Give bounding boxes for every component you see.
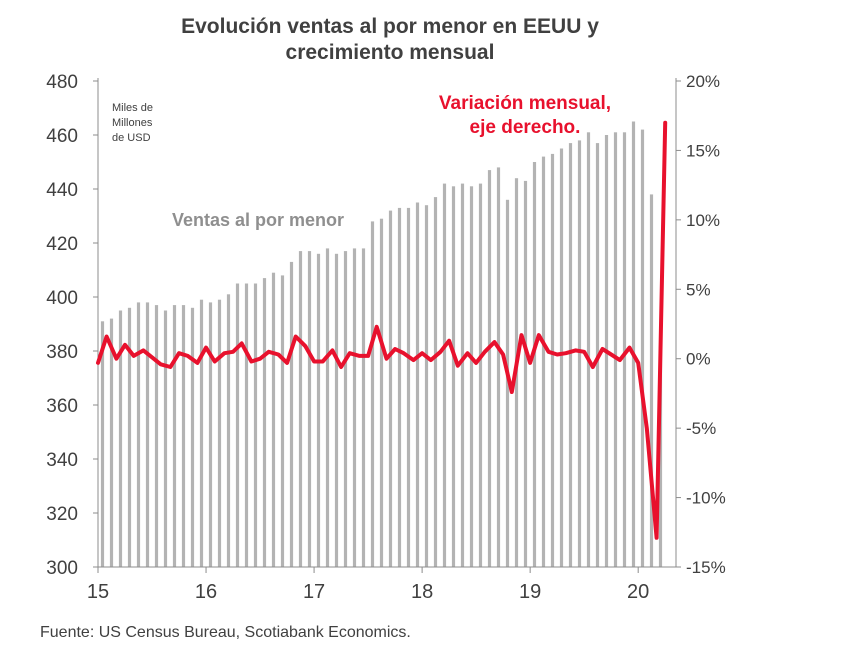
bar [406, 207, 411, 567]
left-tick-label: 420 [46, 234, 78, 255]
left-axis-unit-label: Millones [112, 117, 153, 129]
chart-title: Evolución ventas al por menor en EEUU y … [90, 14, 690, 66]
bar [631, 121, 636, 567]
bar [622, 132, 627, 568]
bar [505, 199, 510, 568]
chart-title-line2: crecimiento mensual [285, 41, 495, 64]
x-tick-label: 16 [195, 581, 217, 603]
bar [478, 183, 483, 567]
bar [325, 248, 330, 567]
bar [469, 186, 474, 568]
left-tick-label: 340 [46, 450, 78, 471]
monthly-change-line [96, 120, 668, 540]
bar [226, 294, 231, 567]
x-tick-label: 19 [519, 581, 541, 603]
bar [451, 186, 456, 568]
left-tick-label: 320 [46, 504, 78, 525]
bar-annotation: Ventas al por menor [172, 210, 344, 230]
bar [136, 302, 141, 567]
bar [379, 218, 384, 567]
bar [415, 202, 420, 567]
bar [424, 205, 429, 567]
bar [397, 207, 402, 567]
left-tick-label: 380 [46, 342, 78, 363]
bar [649, 194, 654, 567]
bar [127, 307, 132, 567]
bar [235, 283, 240, 567]
bar [559, 148, 564, 567]
bar [208, 302, 213, 567]
line-annotation: eje derecho. [470, 117, 581, 138]
bar [487, 170, 492, 567]
bar [262, 278, 267, 567]
left-axis-unit-label: Miles de [112, 102, 153, 114]
bar [199, 299, 204, 567]
bar [442, 183, 447, 567]
x-tick-label: 15 [87, 581, 109, 603]
bar [541, 156, 546, 567]
right-tick-label: -5% [686, 419, 716, 438]
bar [334, 253, 339, 568]
left-tick-label: 400 [46, 288, 78, 309]
left-axis-unit-label: de USD [112, 132, 151, 144]
right-tick-label: 0% [686, 350, 711, 369]
bar [181, 305, 186, 567]
bar [280, 275, 285, 567]
left-tick-label: 300 [46, 558, 78, 579]
bar [244, 283, 249, 567]
bar [118, 310, 123, 567]
bar [388, 210, 393, 567]
left-tick-label: 480 [46, 72, 78, 93]
bar [271, 272, 276, 567]
bar [343, 251, 348, 567]
bar [253, 283, 258, 567]
right-tick-label: 10% [686, 211, 720, 230]
left-tick-label: 440 [46, 180, 78, 201]
bar [532, 162, 537, 567]
bar [658, 345, 663, 567]
bar [154, 305, 159, 567]
bar [523, 180, 528, 567]
bar [289, 261, 294, 567]
bar [613, 132, 618, 568]
left-tick-label: 360 [46, 396, 78, 417]
bar [163, 310, 168, 567]
bar [577, 140, 582, 567]
bar [370, 221, 375, 567]
bar [109, 318, 114, 567]
bar [586, 132, 591, 568]
bar [433, 197, 438, 567]
right-tick-label: -10% [686, 489, 726, 508]
right-tick-label: 15% [686, 141, 720, 160]
source-note: Fuente: US Census Bureau, Scotiabank Eco… [40, 624, 411, 641]
bar [217, 299, 222, 567]
bar [460, 183, 465, 567]
x-tick-label: 20 [627, 581, 649, 603]
x-tick-label: 18 [411, 581, 433, 603]
left-tick-label: 460 [46, 126, 78, 147]
bar [298, 251, 303, 567]
right-tick-label: 5% [686, 280, 711, 299]
bar [172, 305, 177, 567]
line-annotation: Variación mensual, [439, 93, 611, 114]
bar [568, 143, 573, 567]
bar [352, 248, 357, 567]
bar [361, 248, 366, 567]
bar [307, 251, 312, 567]
bar [640, 129, 645, 567]
chart-title-line1: Evolución ventas al por menor en EEUU y [181, 15, 599, 38]
bar [316, 253, 321, 568]
bar [496, 167, 501, 567]
bar [550, 153, 555, 567]
right-tick-label: 20% [686, 72, 720, 91]
bar [100, 321, 105, 567]
x-tick-label: 17 [303, 581, 325, 603]
right-tick-label: -15% [686, 558, 726, 577]
bar [145, 302, 150, 567]
bar [190, 307, 195, 567]
